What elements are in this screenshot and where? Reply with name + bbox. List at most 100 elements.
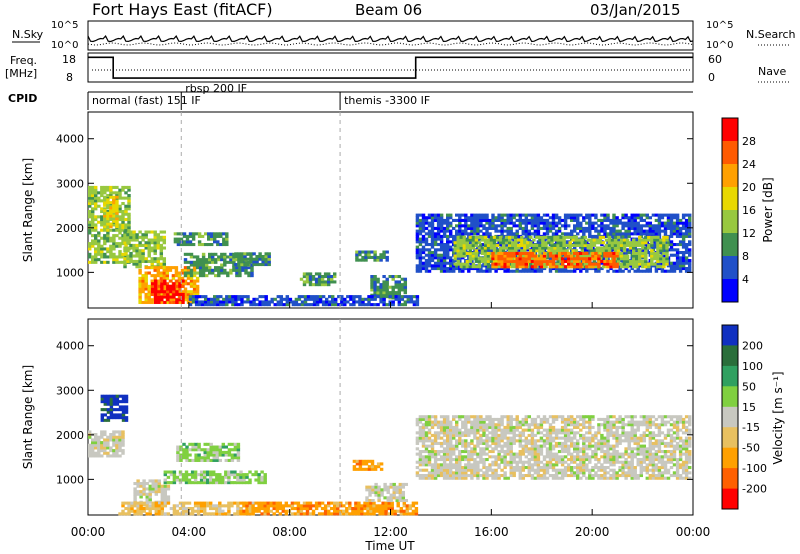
heat-cell (570, 216, 574, 220)
heat-cell (456, 251, 460, 255)
heat-cell (536, 232, 541, 236)
heat-cell (442, 423, 447, 427)
heat-cell (177, 279, 182, 283)
heat-cell (367, 465, 372, 469)
heat-cell (121, 255, 125, 259)
heat-cell (439, 431, 444, 435)
heat-cell (115, 258, 119, 262)
heat-cell (225, 243, 229, 247)
heat-cell (389, 482, 393, 486)
heat-cell (638, 243, 642, 247)
heat-cell (163, 470, 168, 474)
heat-cell (665, 251, 669, 255)
heat-cell (518, 213, 523, 217)
heat-cell (230, 504, 234, 508)
heat-cell (579, 221, 583, 225)
heat-cell (183, 258, 188, 262)
heat-cell (235, 258, 239, 262)
heat-cell (308, 283, 313, 287)
freq-panel: Freq. [MHz] 18 8 60 0 Nave (5, 52, 790, 84)
heat-cell (194, 232, 199, 236)
heat-cell (536, 213, 541, 217)
heat-cell (103, 438, 107, 442)
heat-cell (539, 218, 544, 222)
heat-cell (320, 512, 325, 516)
heat-cell (644, 246, 648, 250)
heat-cell (464, 216, 468, 220)
heat-cell (233, 470, 237, 474)
heat-cell (103, 228, 107, 232)
heat-cell (357, 501, 361, 505)
heat-cell (468, 265, 473, 269)
heat-cell (586, 243, 591, 247)
heat-cell (200, 456, 204, 460)
heat-cell (500, 254, 504, 258)
heat-cell (570, 229, 574, 233)
heat-cell (424, 431, 429, 435)
heat-cell (189, 292, 194, 296)
heat-cell (255, 303, 259, 307)
heat-cell (135, 265, 139, 269)
heat-cell (369, 512, 373, 516)
heat-cell (418, 415, 423, 419)
heat-cell (380, 493, 384, 497)
heat-cell (224, 504, 228, 508)
heat-cell (244, 271, 248, 275)
heat-cell (192, 266, 197, 270)
heat-cell (520, 238, 524, 242)
heat-cell (127, 504, 131, 508)
heat-cell (201, 266, 206, 270)
heat-cell (118, 430, 122, 434)
heat-cell (533, 221, 538, 225)
heat-cell (127, 202, 131, 206)
heat-cell (240, 252, 244, 256)
heat-cell (197, 234, 202, 238)
heat-cell (227, 442, 232, 446)
heat-cell (156, 279, 161, 283)
heat-cell (681, 261, 686, 265)
heat-cell (200, 243, 205, 247)
heat-cell (397, 303, 402, 307)
heat-cell (145, 498, 149, 502)
heat-cell (486, 238, 491, 242)
heat-cell (205, 263, 209, 267)
heat-cell (588, 234, 592, 238)
heat-cell (442, 264, 447, 268)
heat-cell (471, 257, 476, 261)
heat-cell (370, 295, 374, 299)
heat-cell (408, 507, 413, 511)
heat-cell (109, 214, 113, 218)
heat-cell (166, 501, 171, 505)
heat-cell (343, 300, 347, 304)
heat-cell (380, 488, 384, 492)
heat-cell (616, 235, 621, 239)
heat-cell (355, 459, 360, 463)
heat-cell (647, 243, 651, 247)
heat-cell (196, 473, 201, 477)
heat-cell (665, 249, 669, 253)
heat-cell (331, 303, 335, 307)
heat-cell (576, 251, 580, 255)
heat-cell (377, 485, 381, 489)
heat-cell (115, 244, 119, 248)
heat-cell (415, 441, 420, 445)
heat-cell (465, 259, 470, 263)
heat-cell (681, 245, 686, 249)
heat-cell (228, 297, 232, 301)
heat-cell (594, 251, 598, 255)
heat-cell (418, 433, 423, 437)
heat-cell (427, 474, 432, 478)
heat-cell (103, 413, 108, 417)
heat-cell (446, 216, 450, 220)
heat-cell (442, 248, 447, 252)
heat-cell (236, 442, 241, 446)
heat-cell (627, 221, 631, 225)
heat-cell (124, 223, 128, 227)
heat-cell (520, 235, 524, 239)
heat-cell (603, 259, 607, 263)
heat-cell (548, 259, 553, 263)
heat-cell (562, 238, 566, 242)
heat-cell (194, 458, 198, 462)
heat-cell (430, 237, 435, 241)
heat-cell (91, 441, 95, 445)
